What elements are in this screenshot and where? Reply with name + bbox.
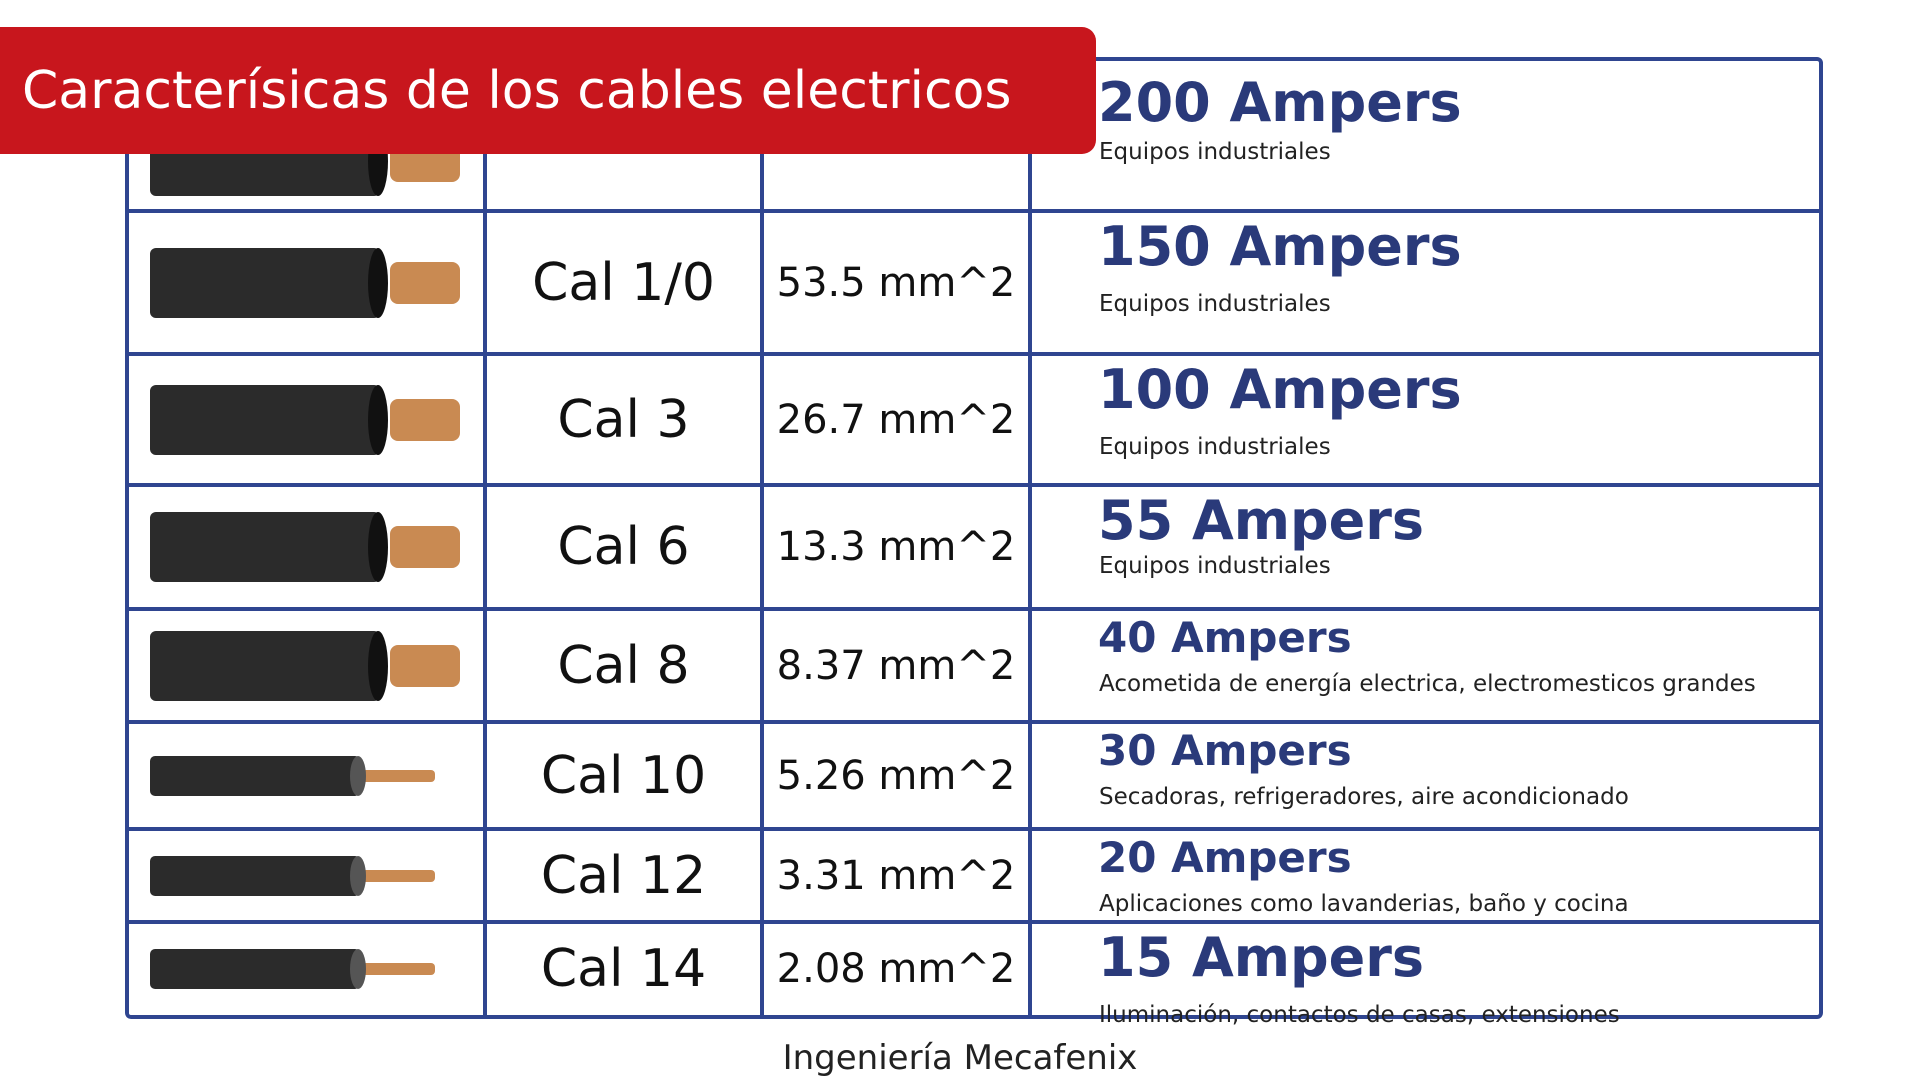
cable-icon	[150, 512, 460, 582]
row-divider	[125, 607, 1823, 611]
footer: Ingeniería Mecafenix	[782, 1038, 1138, 1078]
gauge: Cal 10	[540, 745, 707, 806]
row-divider	[125, 720, 1823, 724]
use: Equipos industriales	[1099, 434, 1331, 460]
column-divider	[760, 59, 764, 1016]
column-divider	[483, 59, 487, 1016]
use: Equipos industriales	[1099, 139, 1331, 165]
area: 26.7 mm^2	[776, 396, 1016, 443]
row-divider	[125, 920, 1823, 924]
row-divider	[125, 352, 1823, 356]
use: Acometida de energía electrica, electrom…	[1099, 671, 1756, 697]
cable-icon	[150, 755, 435, 796]
gauge: Cal 12	[540, 845, 707, 906]
amps: 40 Ampers	[1098, 613, 1352, 662]
use: Equipos industriales	[1099, 553, 1331, 579]
area: 2.08 mm^2	[776, 946, 1016, 992]
row-divider	[125, 827, 1823, 831]
column-divider	[1028, 59, 1032, 1016]
area: 5.26 mm^2	[776, 752, 1016, 799]
use: Equipos industriales	[1099, 291, 1331, 317]
use: Aplicaciones como lavanderias, baño y co…	[1099, 891, 1629, 917]
row-divider	[125, 209, 1823, 213]
amps: 55 Ampers	[1098, 489, 1425, 552]
amps: 200 Ampers	[1098, 71, 1462, 134]
title-banner: Caracterísicas de los cables electricos	[0, 27, 1096, 154]
amps: 20 Ampers	[1098, 833, 1352, 882]
area: 8.37 mm^2	[776, 642, 1016, 689]
row-divider	[125, 483, 1823, 487]
cable-icon	[150, 949, 435, 989]
gauge: Cal 6	[557, 517, 690, 577]
use: Iluminación, contactos de casas, extensi…	[1099, 1002, 1620, 1028]
amps: 15 Ampers	[1098, 926, 1425, 989]
area: 53.5 mm^2	[776, 259, 1016, 306]
gauge: Cal 8	[557, 635, 690, 696]
gauge: Cal 1/0	[532, 252, 715, 313]
gauge: Cal 3	[557, 389, 690, 450]
amps: 30 Ampers	[1098, 726, 1352, 775]
use: Secadoras, refrigeradores, aire acondici…	[1099, 784, 1629, 810]
amps: 150 Ampers	[1098, 215, 1462, 278]
cable-icon	[150, 247, 460, 318]
area: 13.3 mm^2	[776, 524, 1016, 570]
cable-icon	[150, 630, 460, 701]
gauge: Cal 14	[540, 939, 707, 999]
amps: 100 Ampers	[1098, 358, 1462, 421]
area: 3.31 mm^2	[776, 852, 1016, 899]
cable-icon	[150, 855, 435, 896]
cable-icon	[150, 384, 460, 455]
